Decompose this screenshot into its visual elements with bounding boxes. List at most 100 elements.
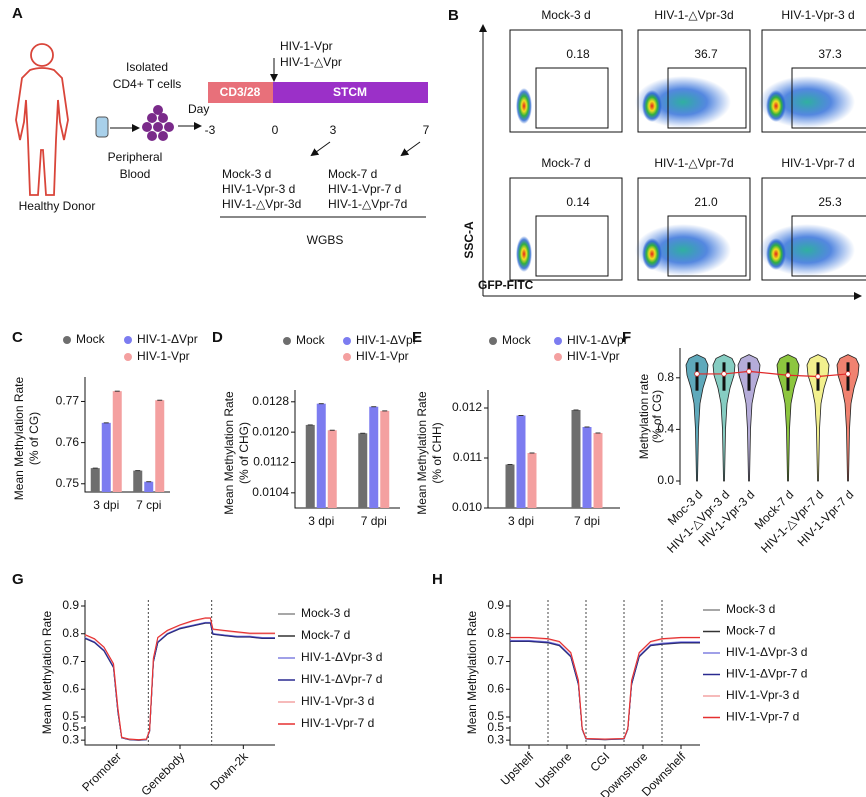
legend-label: HIV-1-ΔVpr bbox=[356, 333, 417, 347]
violin bbox=[836, 354, 860, 482]
y-tick-label: 0.8 bbox=[657, 370, 674, 384]
legend-swatch bbox=[283, 337, 291, 345]
median-point bbox=[694, 371, 700, 377]
y-axis-label: Mean Methylation Rate bbox=[40, 610, 54, 734]
violin bbox=[776, 354, 800, 482]
plot-title: HIV-1-Vpr-3 d bbox=[781, 8, 854, 22]
y-tick-label: 0.4 bbox=[657, 422, 674, 436]
gate-percent: 36.7 bbox=[694, 47, 718, 61]
event-density bbox=[766, 238, 786, 270]
violin bbox=[806, 354, 830, 482]
y-axis-label: Mean Methylation Rate bbox=[465, 610, 479, 734]
legend-label: HIV-1-ΔVpr bbox=[567, 333, 628, 347]
legend-label: Mock bbox=[296, 333, 326, 347]
legend-label: HIV-1-ΔVpr-7 d bbox=[301, 672, 382, 686]
plot-title: HIV-1-△Vpr-7d bbox=[654, 156, 733, 170]
donor-head bbox=[30, 43, 54, 67]
gate-percent: 37.3 bbox=[818, 47, 842, 61]
x-tick-label: 7 cpi bbox=[136, 498, 161, 512]
x-tick-label: Genebody bbox=[138, 749, 187, 797]
x-tick-label: 7 dpi bbox=[574, 514, 600, 528]
gate-percent: 0.14 bbox=[566, 195, 590, 209]
y-tick-label: 0.5 bbox=[62, 720, 79, 734]
legend-label: HIV-1-Vpr bbox=[356, 349, 409, 363]
legend-label: Mock-7 d bbox=[726, 624, 775, 638]
legend-label: Mock bbox=[76, 332, 106, 346]
stage-label: STCM bbox=[333, 85, 367, 99]
event-density bbox=[766, 90, 786, 122]
y-tick-label: 0.3 bbox=[487, 732, 504, 746]
x-tick-label: 3 dpi bbox=[93, 498, 119, 512]
y-tick-label: 0.011 bbox=[453, 450, 482, 464]
legend-label: HIV-1-Vpr-7 d bbox=[726, 710, 799, 724]
legend-swatch bbox=[554, 337, 562, 345]
median-point bbox=[815, 373, 821, 380]
bar bbox=[327, 430, 337, 508]
median-point bbox=[845, 371, 851, 377]
y-tick-label: 0.010 bbox=[452, 500, 482, 514]
y-tick-label: 0.3 bbox=[62, 732, 79, 746]
legend-label: Mock-3 d bbox=[301, 606, 350, 620]
plot-title: Mock-3 d bbox=[541, 8, 590, 22]
label: HIV-1-Vpr bbox=[280, 39, 333, 53]
panel-b-axes: SSC-A GFP-FITC bbox=[462, 24, 862, 300]
y-axis-label: Mean Methylation Rate bbox=[415, 391, 429, 515]
sample: HIV-1-Vpr-7 d bbox=[328, 182, 401, 196]
series-line bbox=[84, 621, 275, 741]
label: Day bbox=[188, 102, 209, 116]
assay-label: WGBS bbox=[307, 233, 344, 247]
series-line bbox=[510, 636, 700, 740]
mean-line bbox=[697, 370, 849, 378]
x-tick-label: Down-2k bbox=[207, 749, 251, 793]
series-line bbox=[510, 639, 700, 741]
label: CD4+ T cells bbox=[113, 77, 182, 91]
panel-label: H bbox=[432, 571, 443, 588]
bar bbox=[112, 391, 122, 492]
legend-swatch bbox=[124, 353, 132, 361]
plot-title: HIV-1-Vpr-7 d bbox=[781, 156, 854, 170]
day-label: 0 bbox=[272, 123, 279, 137]
donor-body bbox=[15, 67, 69, 196]
bar bbox=[358, 433, 368, 508]
gate bbox=[667, 67, 747, 129]
plot-title: Mock-7 d bbox=[541, 156, 590, 170]
event-density bbox=[642, 90, 662, 122]
gate bbox=[791, 67, 866, 129]
label: Peripheral bbox=[108, 150, 163, 164]
x-axis-label: GFP-FITC bbox=[478, 278, 534, 292]
legend-label: HIV-1-Vpr-7 d bbox=[301, 716, 374, 730]
gate bbox=[535, 215, 609, 277]
bar bbox=[369, 406, 379, 508]
blood-tube bbox=[95, 116, 109, 138]
legend-label: HIV-1-Vpr-3 d bbox=[301, 694, 374, 708]
legend-label: Mock-3 d bbox=[726, 602, 775, 616]
sample: Mock-7 d bbox=[328, 167, 377, 181]
y-axis-label: Mean Methylation Rate bbox=[12, 376, 26, 500]
event-density bbox=[516, 236, 532, 272]
bar bbox=[527, 453, 537, 508]
panel-label: F bbox=[622, 329, 631, 346]
day-label: -3 bbox=[205, 123, 216, 137]
bar bbox=[90, 468, 100, 492]
bar bbox=[516, 415, 526, 508]
panel-label: B bbox=[448, 7, 459, 24]
event-density bbox=[516, 88, 532, 124]
day-label: 3 bbox=[330, 123, 337, 137]
legend-swatch bbox=[63, 336, 71, 344]
y-tick-label: 0.7 bbox=[487, 654, 504, 668]
gate bbox=[791, 215, 866, 277]
x-tick-label: Upshelf bbox=[498, 749, 537, 788]
bar bbox=[593, 433, 603, 508]
y-tick-label: 0.0 bbox=[657, 473, 674, 487]
donor-label: Healthy Donor bbox=[19, 199, 96, 213]
series-line bbox=[84, 622, 275, 741]
x-tick-label: CGI bbox=[587, 749, 612, 774]
arrow bbox=[400, 141, 421, 157]
legend-label: HIV-1-Vpr bbox=[137, 349, 190, 363]
y-axis-label: SSC-A bbox=[462, 221, 476, 259]
x-tick-label: Promoter bbox=[79, 749, 124, 794]
legend-swatch bbox=[124, 336, 132, 344]
bar bbox=[571, 410, 581, 508]
y-tick-label: 0.5 bbox=[62, 709, 79, 723]
y-tick-label: 0.76 bbox=[56, 435, 80, 449]
